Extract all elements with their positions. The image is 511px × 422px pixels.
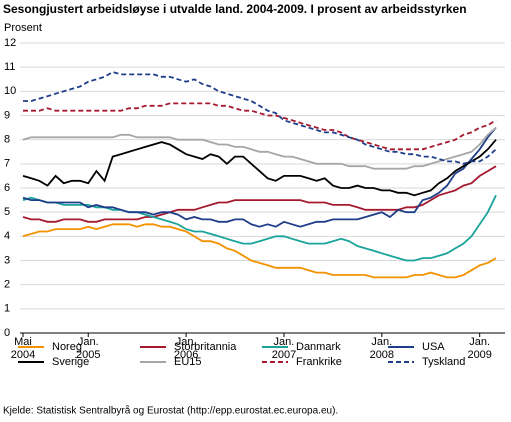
x-tick-label: Jan. 2009 <box>467 336 492 361</box>
series-line <box>22 165 497 223</box>
x-tick-label: Jan. 2005 <box>75 336 101 361</box>
legend-label: EU15 <box>174 356 202 368</box>
series-line <box>22 126 497 170</box>
y-tick-label: 10 <box>4 85 16 97</box>
x-tick-label: Jan. 2006 <box>173 336 199 361</box>
legend-label: Tyskland <box>422 356 465 368</box>
y-tick-label: 6 <box>4 182 10 194</box>
y-tick-label: 5 <box>4 206 10 218</box>
series-line <box>22 223 497 279</box>
legend-label: Sverige <box>52 356 89 368</box>
x-tick-label: Jan. 2008 <box>369 336 395 361</box>
x-tick-label: Mai 2004 <box>10 336 36 361</box>
y-tick-label: 0 <box>4 327 10 339</box>
y-tick-label: 7 <box>4 158 10 170</box>
y-tick-label: 11 <box>4 61 15 73</box>
source: Kjelde: Statistisk Sentralbyrå og Eurost… <box>3 405 338 417</box>
series-line <box>22 139 497 197</box>
y-tick-label: 1 <box>4 303 10 315</box>
legend-label: Frankrike <box>296 356 342 368</box>
y-tick-label: 8 <box>4 134 10 146</box>
legend-label: USA <box>422 341 445 353</box>
y-tick-label: 2 <box>4 279 10 291</box>
y-tick-label: 9 <box>4 109 10 121</box>
y-tick-label: 3 <box>4 254 10 266</box>
x-tick-label: Jan. 2007 <box>271 336 297 361</box>
series-line <box>22 127 497 228</box>
legend-label: Storbritannia <box>174 341 237 353</box>
chart-title: Sesongjustert arbeidsløyse i utvalde lan… <box>3 2 467 16</box>
y-tick-label: 4 <box>4 230 10 242</box>
series-line <box>23 71 497 165</box>
legend-label: Danmark <box>296 341 341 353</box>
y-axis-label: Prosent <box>4 22 42 34</box>
y-tick-label: 12 <box>4 37 16 49</box>
series-line <box>23 102 497 151</box>
legend-label: Noreg <box>52 341 82 353</box>
